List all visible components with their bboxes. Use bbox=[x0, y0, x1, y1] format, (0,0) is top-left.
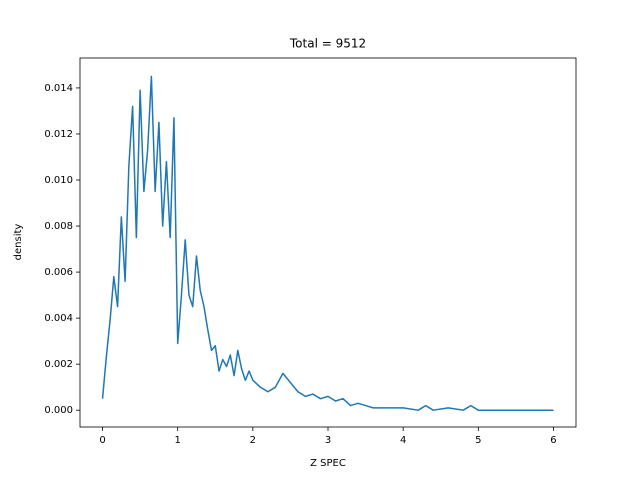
x-tick-label: 3 bbox=[325, 435, 331, 446]
x-tick-label: 2 bbox=[250, 435, 256, 446]
y-tick-label: 0.004 bbox=[44, 313, 73, 324]
chart-title: Total = 9512 bbox=[289, 37, 366, 51]
y-tick-label: 0.014 bbox=[44, 83, 73, 94]
x-tick-label: 0 bbox=[99, 435, 105, 446]
x-tick-label: 1 bbox=[175, 435, 181, 446]
x-axis-label: Z SPEC bbox=[310, 458, 346, 469]
y-tick-label: 0.012 bbox=[44, 129, 73, 140]
x-tick-label: 6 bbox=[550, 435, 556, 446]
y-tick-label: 0.002 bbox=[44, 359, 73, 370]
y-tick-label: 0.010 bbox=[44, 175, 73, 186]
y-axis-label: density bbox=[13, 224, 24, 261]
plot-frame bbox=[79, 57, 577, 428]
y-tick-label: 0.008 bbox=[44, 221, 73, 232]
y-tick-label: 0.006 bbox=[44, 267, 73, 278]
x-tick-label: 4 bbox=[400, 435, 406, 446]
data-line bbox=[101, 75, 554, 411]
x-tick-label: 5 bbox=[475, 435, 481, 446]
y-tick-label: 0.000 bbox=[44, 405, 73, 416]
